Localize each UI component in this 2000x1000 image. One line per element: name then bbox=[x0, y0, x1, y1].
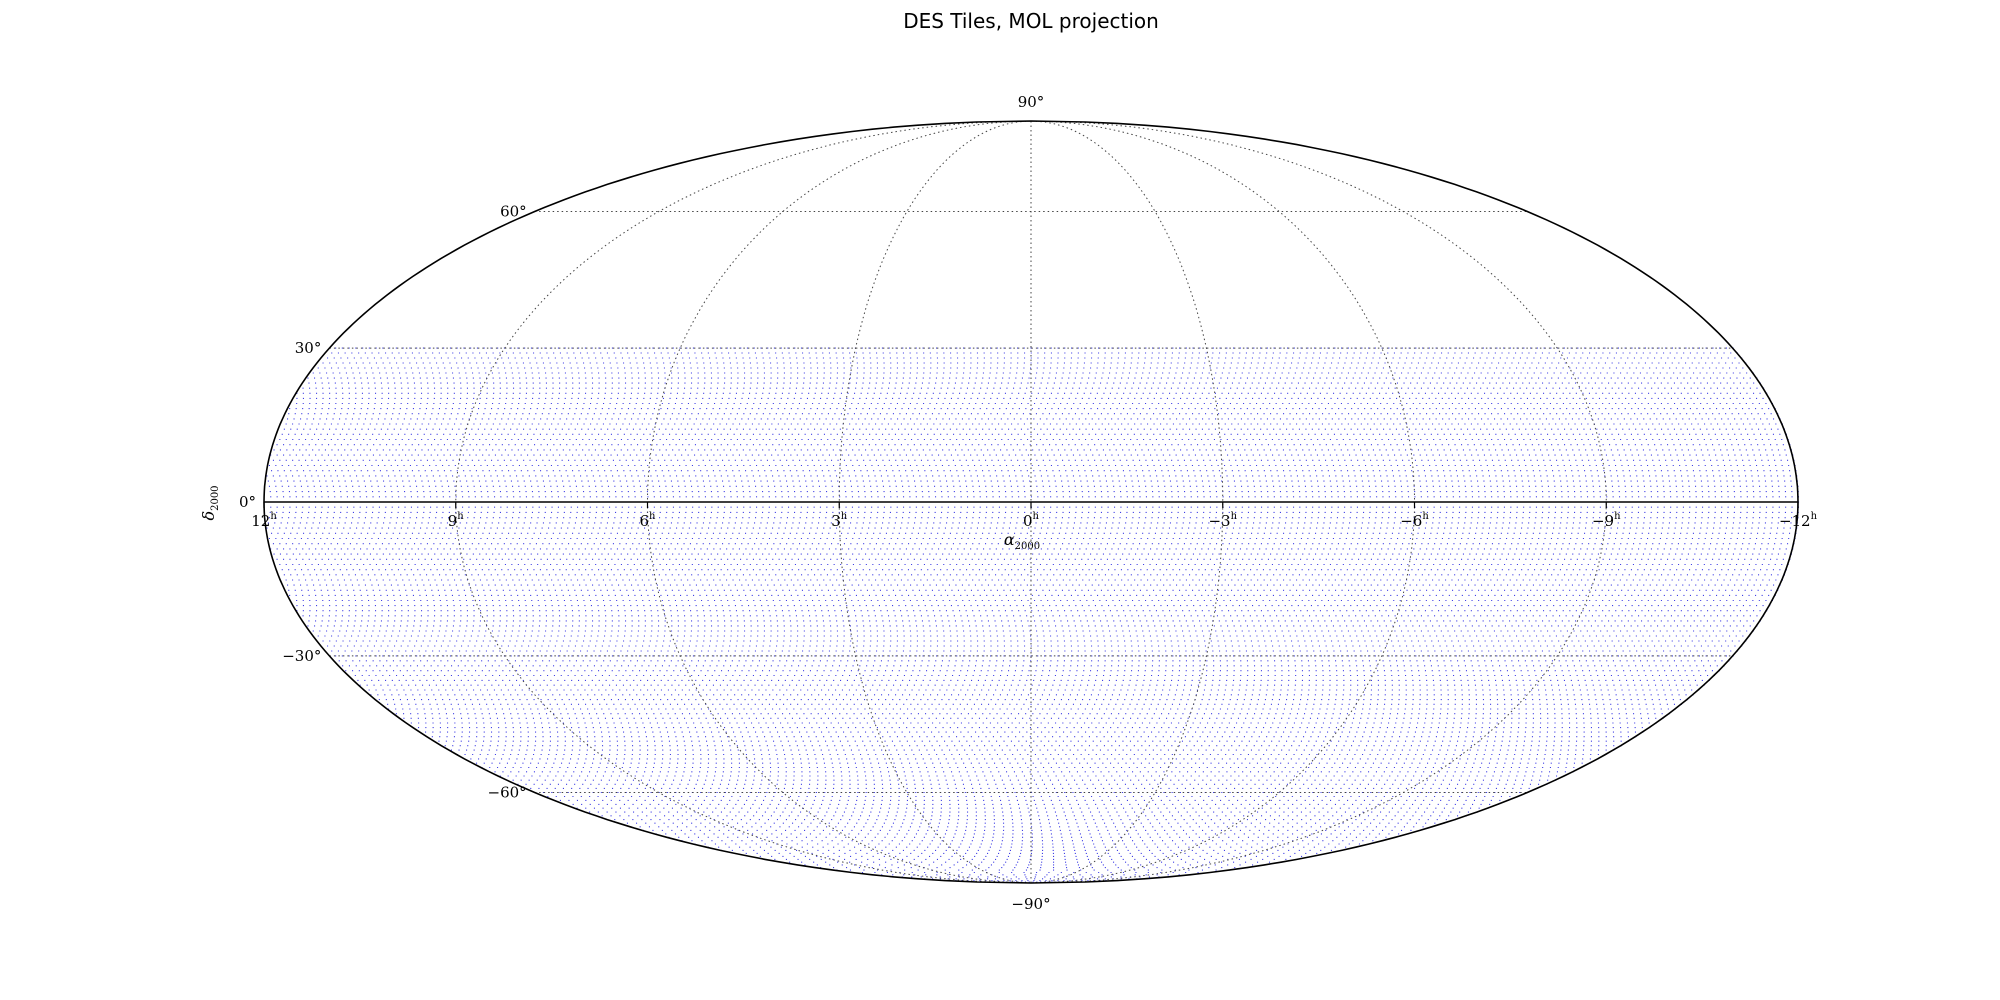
dec-tick-label: 90° bbox=[1018, 93, 1045, 111]
projection-boundary bbox=[263, 120, 1799, 884]
ra-tick-label: 9h bbox=[448, 511, 465, 530]
ra-tick-label: 12h bbox=[251, 511, 277, 530]
dec-tick-label: −30° bbox=[282, 647, 321, 665]
ra-axis bbox=[263, 501, 1799, 508]
ra-tick-label: −3h bbox=[1208, 511, 1237, 530]
dec-tick-label: 30° bbox=[295, 339, 322, 357]
graticule bbox=[329, 120, 1733, 884]
x-axis-label: α2000 bbox=[1004, 530, 1040, 552]
dec-tick-label: 60° bbox=[500, 203, 527, 221]
ra-tick-label: −9h bbox=[1592, 511, 1621, 530]
des-tiles-layer bbox=[264, 347, 1800, 884]
ra-tick-label: −6h bbox=[1400, 511, 1429, 530]
ra-tick-label: 6h bbox=[640, 511, 657, 530]
dec-tick-label: −60° bbox=[488, 783, 527, 801]
y-axis-label: δ2000 bbox=[199, 485, 221, 520]
ra-tick-label: 0h bbox=[1023, 511, 1040, 530]
ra-tick-label: −12h bbox=[1779, 511, 1818, 530]
chart-title: DES Tiles, MOL projection bbox=[903, 9, 1159, 33]
dec-tick-label: 0° bbox=[239, 493, 256, 511]
ra-tick-label: 3h bbox=[831, 511, 848, 530]
meridian-line bbox=[455, 120, 1032, 884]
tick-labels: 12h 9h 6h 3h 0h −3h −6h −9h −12h 90° 60° 30° 0° −30° −… bbox=[239, 93, 1818, 913]
dec-tick-label: −90° bbox=[1011, 895, 1050, 913]
